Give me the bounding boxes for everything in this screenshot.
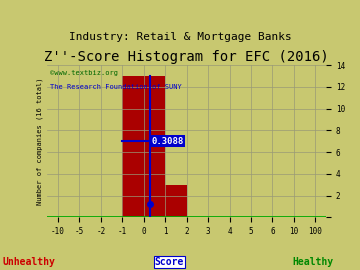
Text: 0.3088: 0.3088 [152,137,184,146]
Title: Z''-Score Histogram for EFC (2016): Z''-Score Histogram for EFC (2016) [44,50,329,64]
Text: Industry: Retail & Mortgage Banks: Industry: Retail & Mortgage Banks [69,32,291,42]
Text: Unhealthy: Unhealthy [3,257,55,267]
Text: Healthy: Healthy [293,257,334,267]
Text: ©www.textbiz.org: ©www.textbiz.org [50,70,118,76]
Y-axis label: Number of companies (16 total): Number of companies (16 total) [37,77,43,205]
Text: The Research Foundation of SUNY: The Research Foundation of SUNY [50,83,182,90]
Bar [122,76,165,217]
Bar [165,185,186,217]
Text: Score: Score [154,257,184,267]
